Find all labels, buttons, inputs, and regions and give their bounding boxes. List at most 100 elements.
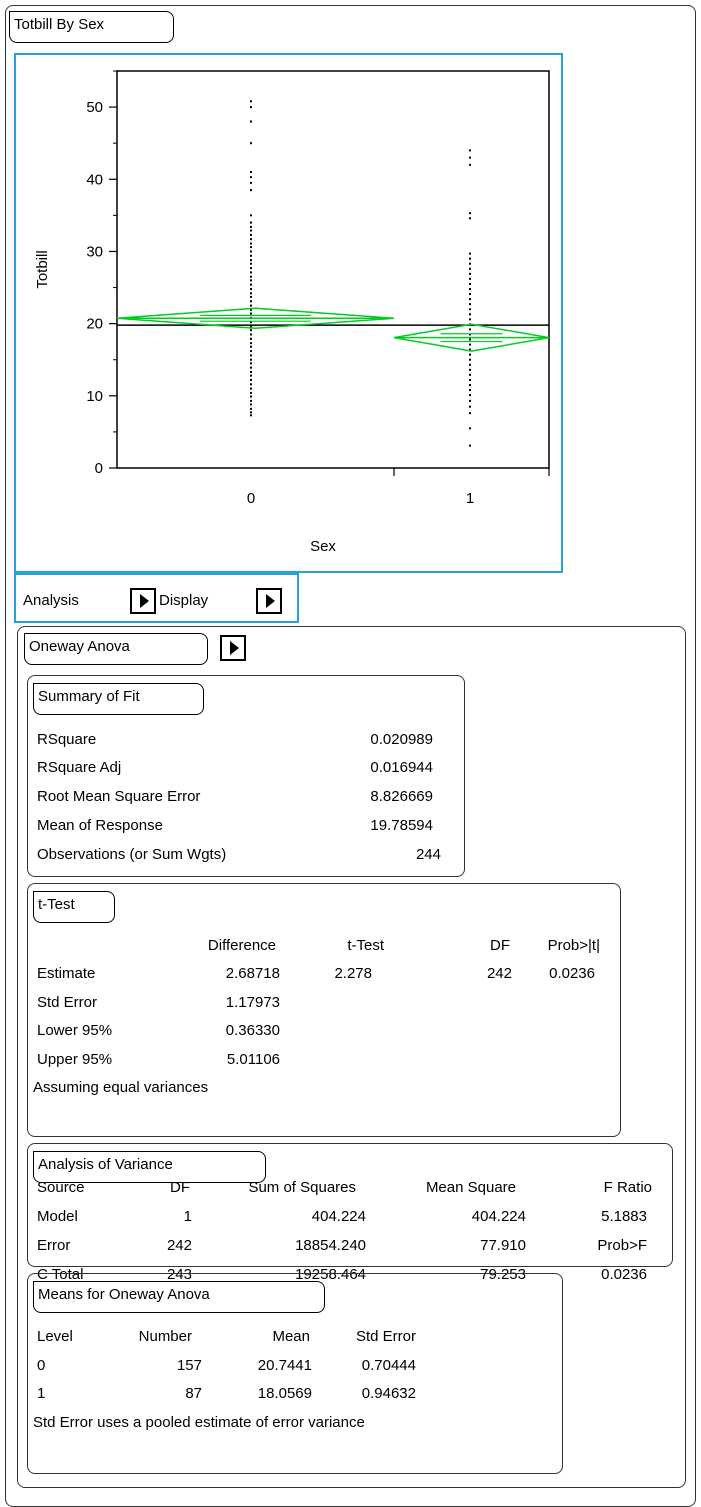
data-point xyxy=(250,229,252,232)
cell: 19258.464 xyxy=(295,1266,366,1283)
oneway-popup-icon[interactable] xyxy=(220,635,246,661)
data-point xyxy=(469,293,471,296)
data-point xyxy=(250,120,252,123)
col-header: Number xyxy=(138,1328,192,1345)
data-point xyxy=(469,287,471,290)
data-point xyxy=(469,156,471,159)
col-header: Std Error xyxy=(355,1328,416,1345)
cell: 1.17973 xyxy=(225,994,280,1011)
data-point xyxy=(469,313,471,316)
col-header: t-Test xyxy=(347,937,384,954)
display-popup-icon[interactable] xyxy=(256,588,282,614)
data-point xyxy=(250,354,252,357)
anova-title: Analysis of Variance xyxy=(38,1156,173,1173)
data-point xyxy=(250,366,252,369)
row-label: Error xyxy=(37,1237,71,1254)
data-point xyxy=(250,399,252,402)
y-tick-label: 0 xyxy=(95,460,103,477)
col-header: F Ratio xyxy=(603,1179,652,1196)
data-point xyxy=(250,321,252,324)
y-tick-label: 40 xyxy=(86,171,103,188)
data-point xyxy=(250,287,252,290)
data-point xyxy=(469,149,471,152)
anova-panel xyxy=(27,1143,673,1267)
data-point xyxy=(250,325,252,328)
means-panel xyxy=(27,1273,563,1474)
data-point xyxy=(250,403,252,406)
data-point xyxy=(250,345,252,348)
data-point xyxy=(250,181,252,184)
data-point xyxy=(250,300,252,303)
data-point xyxy=(469,328,471,331)
data-point xyxy=(250,329,252,332)
data-point xyxy=(469,298,471,301)
cell: 404.224 xyxy=(311,1208,366,1225)
data-point xyxy=(250,362,252,365)
analysis-display-bar xyxy=(14,573,299,623)
cell: 0.36330 xyxy=(225,1022,280,1039)
y-tick-label: 30 xyxy=(86,243,103,260)
means-note: Std Error uses a pooled estimate of erro… xyxy=(33,1414,365,1431)
col-header: Mean xyxy=(272,1328,310,1345)
oneway-anova-panel xyxy=(17,626,686,1488)
data-point xyxy=(250,106,252,109)
data-point xyxy=(250,221,252,224)
sof-value: 8.826669 xyxy=(370,788,433,805)
t-test-tab[interactable]: t-Test xyxy=(33,891,115,923)
data-point xyxy=(469,318,471,321)
data-point xyxy=(469,282,471,285)
anova-tab[interactable]: Analysis of Variance xyxy=(33,1151,266,1183)
row-label: Model xyxy=(37,1208,78,1225)
y-tick-label: 50 xyxy=(86,99,103,116)
report-title-tab[interactable]: Totbill By Sex xyxy=(9,11,174,43)
data-point xyxy=(250,370,252,373)
data-point xyxy=(469,212,471,215)
cell: 5.01106 xyxy=(226,1051,280,1068)
means-tab[interactable]: Means for Oneway Anova xyxy=(33,1281,325,1313)
cell: 77.910 xyxy=(480,1237,526,1254)
data-point xyxy=(250,292,252,295)
cell: 20.7441 xyxy=(257,1357,312,1374)
summary-of-fit-title: Summary of Fit xyxy=(38,688,140,705)
sof-label: Observations (or Sum Wgts) xyxy=(37,846,227,863)
data-point xyxy=(250,225,252,228)
sof-value: 19.78594 xyxy=(370,817,433,834)
data-point xyxy=(250,214,252,217)
data-point xyxy=(250,246,252,249)
analysis-label: Analysis xyxy=(23,592,79,609)
data-point xyxy=(250,189,252,192)
data-point xyxy=(250,100,252,103)
cell: 0.70444 xyxy=(361,1357,416,1374)
data-point xyxy=(469,303,471,306)
data-point xyxy=(469,444,471,447)
plot-frame xyxy=(14,53,563,573)
data-point xyxy=(469,378,471,381)
oneway-anova-tab[interactable]: Oneway Anova xyxy=(24,633,208,665)
sof-label: Root Mean Square Error xyxy=(37,788,201,805)
row-label: 1 xyxy=(37,1385,46,1402)
row-label: Lower 95% xyxy=(37,1022,113,1039)
col-header: DF xyxy=(490,937,510,954)
summary-of-fit-tab[interactable]: Summary of Fit xyxy=(33,683,204,715)
analysis-popup-icon[interactable] xyxy=(130,588,156,614)
col-header: Source xyxy=(37,1179,85,1196)
cell: 2.278 xyxy=(334,965,372,982)
row-label: 0 xyxy=(37,1357,46,1374)
data-point xyxy=(250,279,252,282)
data-point xyxy=(250,358,252,361)
y-tick-label: 10 xyxy=(86,388,103,405)
means-title: Means for Oneway Anova xyxy=(38,1286,210,1303)
row-label: Std Error xyxy=(37,994,98,1011)
cell: 1 xyxy=(183,1208,192,1225)
data-point xyxy=(250,308,252,311)
col-header: DF xyxy=(170,1179,190,1196)
summary-of-fit-panel xyxy=(27,675,465,877)
data-point xyxy=(250,254,252,257)
x-tick-label: 1 xyxy=(466,490,474,507)
data-point xyxy=(469,343,471,346)
row-label: Estimate xyxy=(37,965,96,982)
oneway-chart: 0 10 20 30 40 50 0 1 Sex Totbill xyxy=(34,70,550,555)
data-point xyxy=(250,414,252,417)
cell: 242 xyxy=(166,1237,192,1254)
data-point xyxy=(250,391,252,394)
